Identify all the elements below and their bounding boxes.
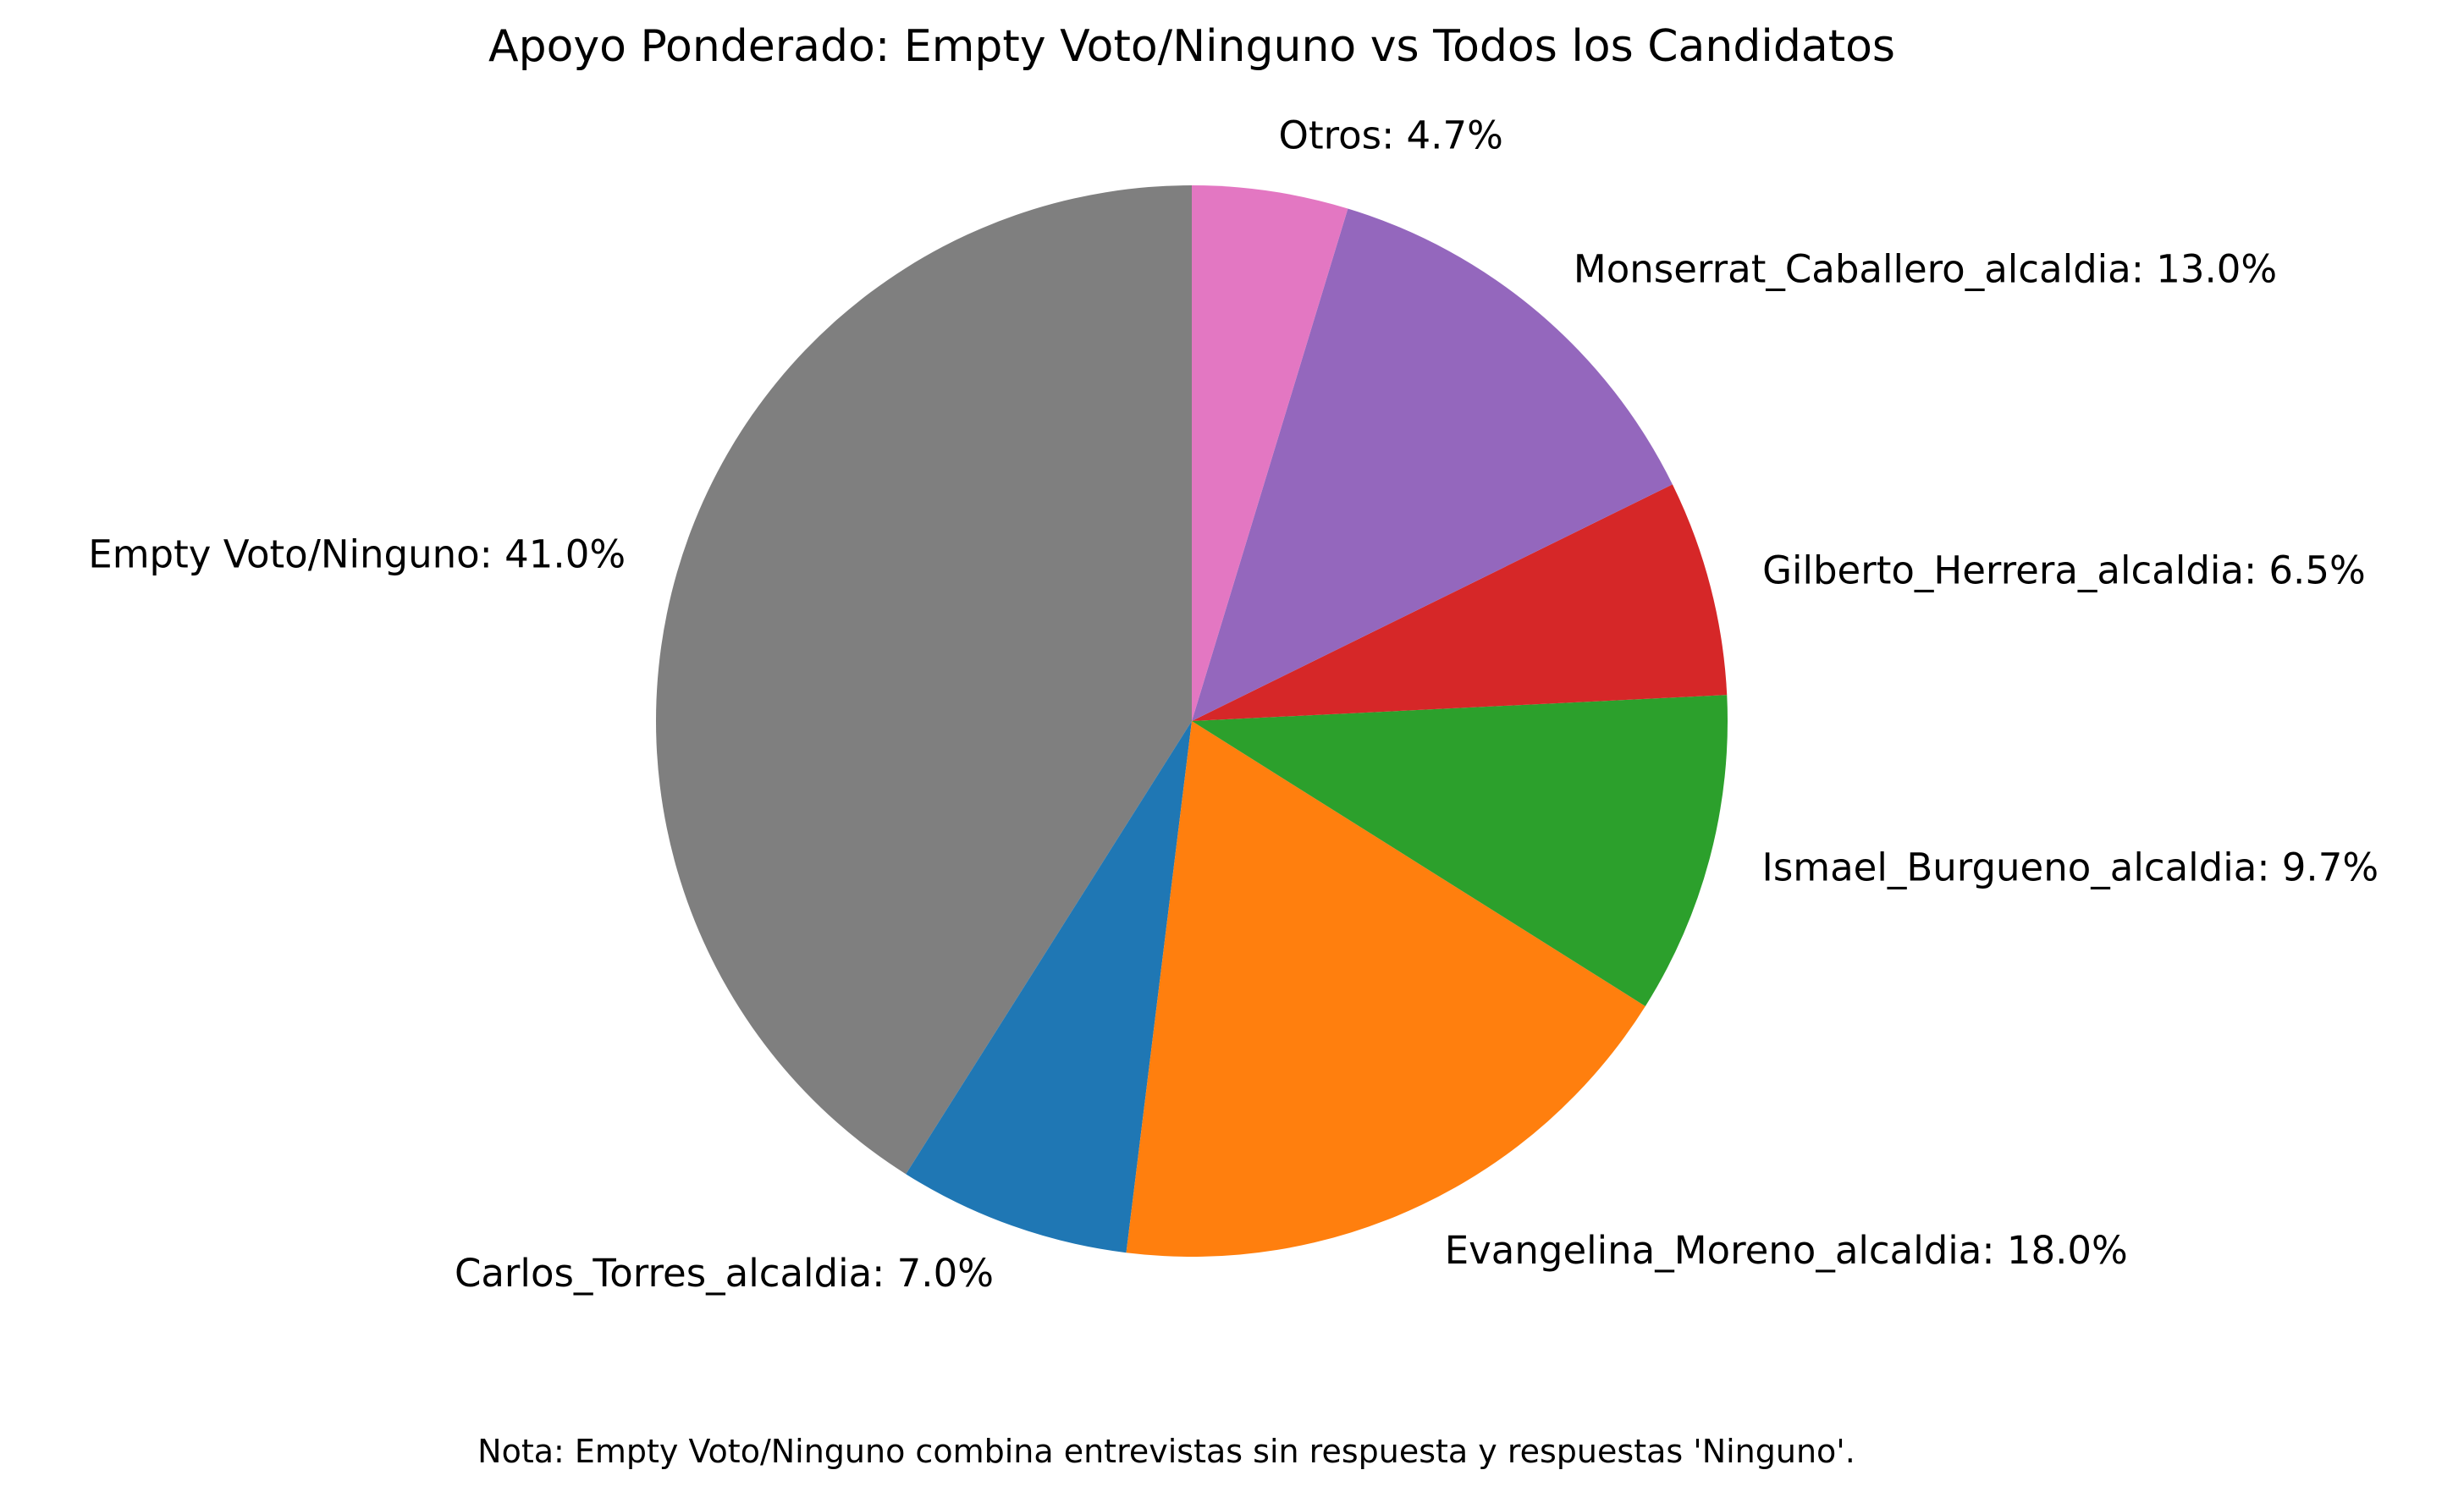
pie-slice-empty-voto-ninguno bbox=[656, 185, 1192, 1175]
pie-slice-evangelina-moreno-alcaldia bbox=[1126, 721, 1645, 1258]
pie-slices bbox=[656, 185, 1728, 1258]
pie-label-monserrat-caballero-alcaldia: Monserrat_Caballero_alcaldia: 13.0% bbox=[1574, 246, 2277, 291]
chart-note: Nota: Empty Voto/Ninguno combina entrevi… bbox=[477, 1433, 1855, 1470]
pie-label-otros: Otros: 4.7% bbox=[1279, 113, 1503, 157]
pie-slice-carlos-torres-alcaldia bbox=[906, 721, 1192, 1253]
pie-slice-monserrat-caballero-alcaldia bbox=[1192, 208, 1673, 721]
pie-slice-otros bbox=[1192, 185, 1348, 721]
pie-label-ismael-burgueno-alcaldia: Ismael_Burgueno_alcaldia: 9.7% bbox=[1762, 845, 2379, 890]
pie-label-empty-voto-ninguno: Empty Voto/Ninguno: 41.0% bbox=[88, 532, 626, 577]
pie-labels: Empty Voto/Ninguno: 41.0% Carlos_Torres_a… bbox=[88, 113, 2379, 1296]
chart-title: Apoyo Ponderado: Empty Voto/Ninguno vs T… bbox=[488, 21, 1895, 72]
pie-label-carlos-torres-alcaldia: Carlos_Torres_alcaldia: 7.0% bbox=[455, 1251, 994, 1296]
pie-label-evangelina-moreno-alcaldia: Evangelina_Moreno_alcaldia: 18.0% bbox=[1445, 1228, 2128, 1273]
pie-slice-gilberto-herrera-alcaldia bbox=[1192, 484, 1728, 721]
pie-slice-ismael-burgueno-alcaldia bbox=[1192, 695, 1728, 1006]
pie-label-gilberto-herrera-alcaldia: Gilberto_Herrera_alcaldia: 6.5% bbox=[1762, 548, 2366, 593]
